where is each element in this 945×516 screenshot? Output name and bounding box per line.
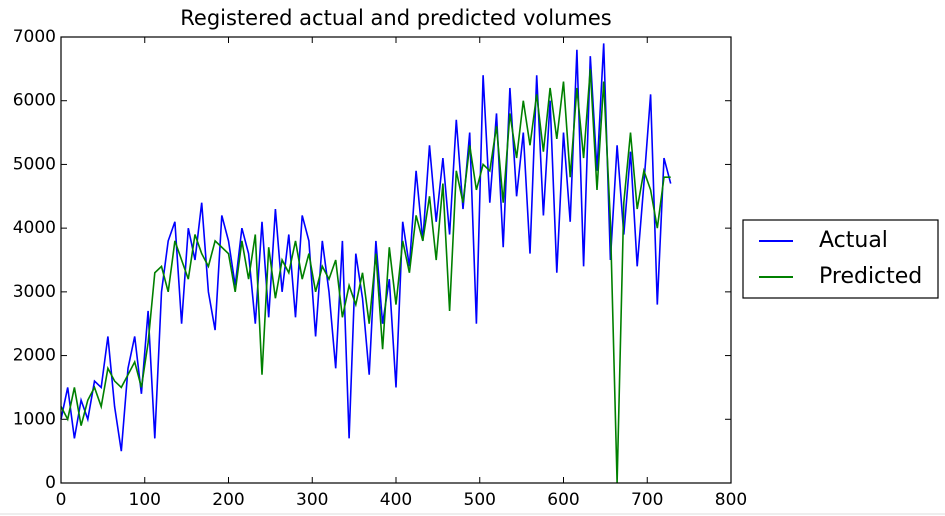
series-line (60, 68, 671, 484)
y-tick-label: 5000 (13, 154, 56, 174)
x-tick-label: 100 (129, 490, 161, 510)
legend-box (742, 219, 939, 299)
x-tick-label: 0 (56, 490, 67, 510)
x-tick-label: 300 (296, 490, 328, 510)
plot-frame (60, 36, 732, 484)
x-tick-label: 500 (464, 490, 496, 510)
y-tick-label: 6000 (13, 91, 56, 111)
x-tick-label: 800 (715, 490, 747, 510)
chart-title: Registered actual and predicted volumes (180, 6, 611, 30)
x-tick-label: 400 (380, 490, 412, 510)
y-tick-label: 0 (45, 473, 56, 493)
series-line (60, 43, 672, 452)
x-tick-label: 600 (547, 490, 579, 510)
y-tick-label: 7000 (13, 27, 56, 47)
y-tick-label: 4000 (13, 218, 56, 238)
x-tick-label: 700 (631, 490, 663, 510)
y-tick-label: 1000 (13, 409, 56, 429)
y-tick-label: 2000 (13, 346, 56, 366)
y-tick-label: 3000 (13, 282, 56, 302)
x-tick-label: 200 (212, 490, 244, 510)
legend-label: Predicted (819, 264, 922, 289)
legend-label: Actual (819, 228, 888, 253)
